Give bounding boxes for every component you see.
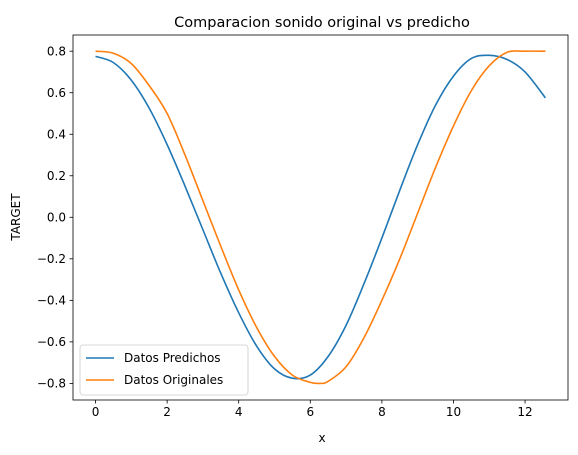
y-tick-label: 0.8 [47, 44, 66, 58]
y-axis-label: TARGET [9, 193, 23, 242]
y-tick-label: 0.0 [47, 211, 66, 225]
series-layer [95, 50, 547, 385]
y-axis: −0.8 −0.6 −0.4 −0.2 0.0 0.2 0.4 0.6 0.8 [37, 44, 73, 391]
x-tick-label: 0 [92, 405, 100, 419]
y-tick-label: −0.8 [37, 377, 66, 391]
x-tick-label: 2 [163, 405, 171, 419]
x-axis-label: x [318, 431, 325, 445]
y-tick-label: −0.4 [37, 294, 66, 308]
legend-label-datos-predichos: Datos Predichos [124, 351, 221, 365]
chart-title: Comparacion sonido original vs predicho [174, 15, 470, 31]
y-tick-label: −0.6 [37, 335, 66, 349]
y-tick-label: −0.2 [37, 252, 66, 266]
x-tick-label: 8 [378, 405, 386, 419]
x-tick-label: 12 [517, 405, 532, 419]
legend-box [79, 344, 249, 396]
legend: Datos Predichos Datos Originales [79, 344, 249, 396]
x-tick-label: 6 [306, 405, 314, 419]
x-tick-label: 10 [446, 405, 461, 419]
y-tick-label: 0.6 [47, 86, 66, 100]
y-tick-label: 0.4 [47, 128, 66, 142]
legend-label-datos-originales: Datos Originales [124, 373, 223, 387]
y-tick-label: 0.2 [47, 169, 66, 183]
series-line-datos-predichos [95, 54, 547, 380]
x-axis: 0 2 4 6 8 10 12 [92, 400, 533, 419]
series-line-datos-originales [95, 50, 546, 385]
x-tick-label: 4 [235, 405, 243, 419]
